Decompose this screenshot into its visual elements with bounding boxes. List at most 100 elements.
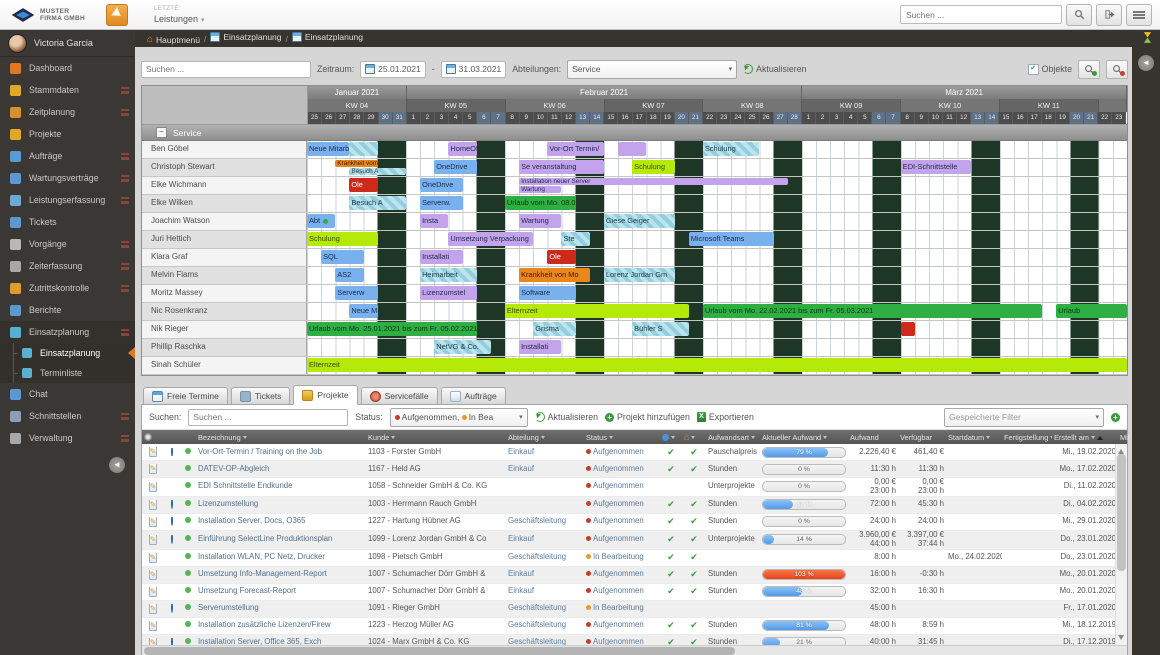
planner-search-input[interactable] [141, 60, 311, 78]
gantt-bar[interactable]: EDI-Schnittstelle [900, 160, 972, 174]
gantt-bar[interactable]: Installation neuer Server [519, 178, 788, 185]
gantt-bar[interactable]: OneDrive [420, 178, 463, 192]
globe-icon[interactable] [171, 500, 173, 510]
resource-name[interactable]: Juri Hettich [142, 231, 307, 248]
edit-icon[interactable]: ✎ [148, 569, 158, 580]
expand-icon[interactable] [121, 152, 129, 160]
edit-icon[interactable]: ✎ [148, 499, 158, 510]
edit-cell[interactable]: ✎ [142, 534, 164, 545]
add-filter-button[interactable]: + [1111, 412, 1120, 422]
expand-icon[interactable] [121, 196, 129, 204]
globe-icon[interactable] [171, 447, 173, 457]
column-header-status[interactable]: Status [584, 433, 660, 442]
table-row[interactable]: ✎ Lizenzumstellung 1003 - Herrmann Rauch G… [142, 496, 1127, 514]
horizontal-scroll-thumb[interactable] [144, 647, 735, 655]
table-row[interactable]: ✎ EDI Schnittstelle Endkunde 1058 - Schnei… [142, 478, 1127, 497]
gantt-bar[interactable]: Schulung [307, 232, 378, 246]
sidebar-subitem-einsatzplanung[interactable]: Einsatzplanung [0, 343, 135, 363]
gantt-bar[interactable]: Abt [307, 214, 336, 228]
sidebar-item-stammdaten[interactable]: Stammdaten [0, 79, 135, 101]
sidebar-item-dashboard[interactable]: Dashboard [0, 57, 135, 79]
gantt-bar[interactable] [349, 142, 378, 156]
column-header-erstellt-am[interactable]: Erstellt am [1052, 433, 1118, 442]
resource-name[interactable]: Nik Rieger [142, 321, 307, 338]
edit-icon[interactable]: ✎ [148, 552, 158, 563]
edit-icon[interactable]: ✎ [148, 447, 158, 457]
table-row[interactable]: ✎ Umsetzung Info-Management-Report 1007 - … [142, 566, 1127, 584]
vertical-scroll-thumb[interactable] [1117, 454, 1126, 571]
gantt-bar[interactable]: Serverw [335, 286, 378, 300]
sidebar-item-zeitplanung[interactable]: Zeitplanung [0, 101, 135, 123]
gantt-bar[interactable]: Urlaub vom Mo. 22.02.2021 bis zum Fr. 05… [702, 304, 1043, 318]
sidebar-item-tickets[interactable]: Tickets [0, 211, 135, 233]
column-header-aufwand[interactable]: Aufwand [848, 433, 898, 442]
gantt-bar[interactable]: Software [519, 286, 576, 300]
gantt-bar[interactable]: Schulung [632, 160, 675, 174]
edit-icon[interactable]: ✎ [148, 603, 158, 614]
gantt-bar[interactable]: Umsetzung Verpackung [448, 232, 534, 246]
resource-name[interactable]: Melvin Flams [142, 267, 307, 284]
edit-cell[interactable]: ✎ [142, 620, 164, 631]
zoom-out-button[interactable] [1106, 59, 1128, 79]
table-row[interactable]: ✎ DATEV-OP-Abgleich 1167 - Held AG Einkauf A… [142, 461, 1127, 478]
resource-name[interactable]: Sinah Schüler [142, 357, 307, 374]
sidebar-item-vorgänge[interactable]: Vorgänge [0, 233, 135, 255]
filter-funnel-icon[interactable] [242, 435, 247, 441]
right-panel-expand-button[interactable]: ◄ [1138, 55, 1154, 71]
column-header-abteilung[interactable]: Abteilung [506, 433, 584, 442]
table-row[interactable]: ✎ Serverumstellung 1091 - Rieger GmbH Gesch… [142, 600, 1127, 618]
resource-name[interactable]: Moritz Massey [142, 285, 307, 302]
gantt-bar[interactable]: Elternzeit [307, 358, 1127, 372]
resource-name[interactable]: Nic Rosenkranz [142, 303, 307, 320]
sidebar-item-zeiterfassung[interactable]: Zeiterfassung [0, 255, 135, 277]
gantt-bar[interactable]: Insta [420, 214, 449, 228]
globe-icon[interactable] [171, 535, 173, 545]
gantt-bar[interactable]: Urlaub vom Mo. 25.01.2021 bis zum Fr. 05… [307, 322, 477, 336]
resource-group-header[interactable]: − Service [142, 124, 1127, 141]
expand-icon[interactable] [121, 284, 129, 292]
expand-icon[interactable] [121, 240, 129, 248]
objekte-toggle[interactable]: ✔ Objekte [1027, 63, 1072, 75]
gantt-bar[interactable]: NetVG & Co. [434, 340, 491, 354]
horizontal-scrollbar[interactable] [142, 645, 1127, 655]
edit-cell[interactable]: ✎ [142, 637, 164, 645]
logout-button[interactable] [1096, 3, 1122, 26]
gantt-bar[interactable]: Se veranstaltung [519, 160, 604, 174]
hourglass-icon[interactable] [1143, 32, 1152, 45]
gantt-bar[interactable] [900, 322, 915, 336]
gantt-bar[interactable]: Giese Geiger [603, 214, 675, 228]
gantt-bar[interactable]: Installati [519, 340, 562, 354]
gantt-bar[interactable]: Urlaub [1056, 304, 1127, 318]
expand-icon[interactable] [121, 86, 129, 94]
recent-value[interactable]: Leistungen [154, 14, 205, 26]
column-header-startdatum[interactable]: Startdatum [946, 433, 1002, 442]
edit-cell[interactable]: ✎ [142, 552, 164, 563]
global-search-input[interactable] [900, 5, 1062, 24]
gantt-bar[interactable]: Serverw. [420, 196, 463, 210]
sidebar-item-leistungserfassung[interactable]: Leistungserfassung [0, 189, 135, 211]
gantt-bar[interactable]: Wartung [519, 186, 562, 193]
expand-icon[interactable] [121, 412, 129, 420]
sidebar-item-chat[interactable]: Chat [0, 383, 135, 405]
table-row[interactable]: ✎ Umsetzung Forecast-Report 1007 - Schumac… [142, 583, 1127, 601]
gantt-bar[interactable]: Bühler S [632, 322, 689, 336]
global-search-button[interactable] [1066, 3, 1092, 26]
collapse-group-icon[interactable]: − [156, 127, 167, 138]
status-select[interactable]: Aufgenommen, In Bea [389, 407, 528, 427]
gantt-bar[interactable]: Krankheit von Mo [519, 268, 590, 282]
gantt-bar[interactable]: Ole [349, 178, 378, 192]
expand-icon[interactable] [121, 174, 129, 182]
sidebar-user[interactable]: Victoria Garcia [0, 30, 135, 57]
edit-cell[interactable]: ✎ [142, 603, 164, 614]
tab-projekte[interactable]: Projekte [293, 385, 358, 405]
gantt-bar[interactable]: Grisma [533, 322, 576, 336]
gantt-bar[interactable]: AS2 [335, 268, 364, 282]
gantt-bar[interactable] [618, 142, 647, 156]
gantt-bar[interactable]: Neue Mitarbei [307, 142, 350, 156]
filter-funnel-icon[interactable] [540, 435, 545, 441]
export-button[interactable]: X Exportieren [696, 412, 754, 422]
abteilung-select[interactable]: Service [567, 59, 738, 79]
gantt-bar[interactable]: OneDrive [434, 160, 477, 174]
column-header[interactable]: ⌂ [682, 433, 706, 441]
resource-name[interactable]: Klara Graf [142, 249, 307, 266]
